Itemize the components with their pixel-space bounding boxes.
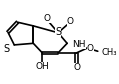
Text: O: O xyxy=(44,14,51,23)
Text: NH: NH xyxy=(72,40,86,49)
Text: OH: OH xyxy=(35,62,49,71)
Text: S: S xyxy=(55,27,61,37)
Text: O: O xyxy=(87,44,94,53)
Text: O: O xyxy=(67,17,74,26)
Text: CH₃: CH₃ xyxy=(102,48,117,57)
Text: S: S xyxy=(4,44,10,54)
Text: O: O xyxy=(73,63,80,72)
